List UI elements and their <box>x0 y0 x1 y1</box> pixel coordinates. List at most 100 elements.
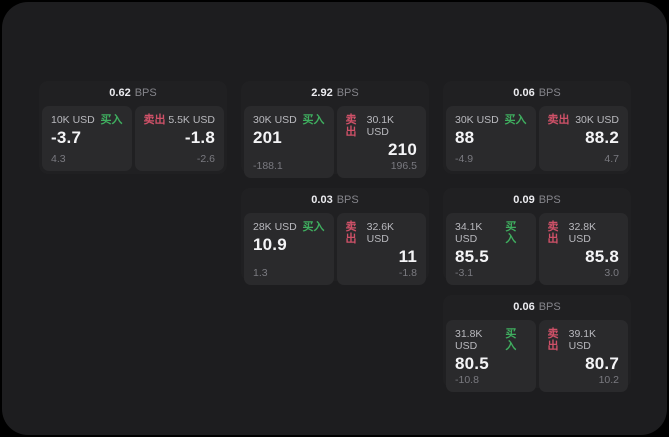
buy-price: 88 <box>455 128 475 147</box>
buy-delta: -188.1 <box>253 160 283 172</box>
buy-tile-top: 28K USD 买入 <box>253 221 325 233</box>
quote-card: 2.92 BPS 30K USD 买入 201 -188.1 卖出 30.1K … <box>241 81 429 178</box>
sell-amount: 32.6K USD <box>366 221 395 245</box>
sell-price: 11 <box>398 247 417 266</box>
sell-delta: 196.5 <box>390 160 417 172</box>
quote-card: 0.09 BPS 34.1K USD 买入 85.5 -3.1 卖出 32.8K… <box>443 188 631 285</box>
quote-body: 34.1K USD 买入 85.5 -3.1 卖出 32.8K USD 85.8… <box>446 213 628 285</box>
sell-price: 80.7 <box>585 354 619 373</box>
buy-price: -3.7 <box>51 128 82 147</box>
spread-value: 0.06 <box>513 87 535 99</box>
sell-tile-top: 卖出 39.1K USD <box>548 328 620 352</box>
quote-card: 0.62 BPS 10K USD 买入 -3.7 4.3 卖出 5.5K USD <box>39 81 227 174</box>
buy-price: 10.9 <box>253 235 287 254</box>
spread-value: 0.06 <box>513 301 535 313</box>
sell-price: -1.8 <box>184 128 215 147</box>
buy-tile[interactable]: 30K USD 买入 201 -188.1 <box>244 106 334 178</box>
quote-body: 31.8K USD 买入 80.5 -10.8 卖出 39.1K USD 80.… <box>446 320 628 392</box>
buy-delta: 1.3 <box>253 267 268 279</box>
buy-delta: -4.9 <box>455 153 474 165</box>
sell-tile-top: 卖出 30K USD <box>548 114 620 126</box>
buy-tile-top: 34.1K USD 买入 <box>455 221 527 245</box>
sell-amount: 39.1K USD <box>568 328 597 352</box>
buy-price: 201 <box>253 128 282 147</box>
buy-tile-top: 10K USD 买入 <box>51 114 123 126</box>
buy-amount: 10K USD <box>51 114 95 126</box>
buy-tile[interactable]: 28K USD 买入 10.9 1.3 <box>244 213 334 285</box>
spread-header: 2.92 BPS <box>244 81 426 106</box>
buy-side-label: 买入 <box>505 328 517 352</box>
sell-delta: -2.6 <box>196 153 215 165</box>
quote-body: 10K USD 买入 -3.7 4.3 卖出 5.5K USD -1.8 -2.… <box>42 106 224 171</box>
buy-side-label: 买入 <box>505 221 517 245</box>
spread-header: 0.62 BPS <box>42 81 224 106</box>
sell-delta: 3.0 <box>604 267 619 279</box>
buy-price: 80.5 <box>455 354 489 373</box>
buy-delta: -10.8 <box>455 374 479 386</box>
buy-tile-top: 31.8K USD 买入 <box>455 328 527 352</box>
buy-amount: 31.8K USD <box>455 328 483 352</box>
sell-tile[interactable]: 卖出 32.6K USD 11 -1.8 <box>336 213 426 285</box>
sell-tile[interactable]: 卖出 32.8K USD 85.8 3.0 <box>538 213 628 285</box>
sell-side-label: 卖出 <box>345 221 357 245</box>
buy-price: 85.5 <box>455 247 489 266</box>
sell-amount: 30K USD <box>575 114 619 126</box>
sell-amount: 5.5K USD <box>168 114 215 126</box>
bps-unit-label: BPS <box>134 87 157 99</box>
buy-tile-top: 30K USD 买入 <box>455 114 527 126</box>
sell-delta: 10.2 <box>598 374 619 386</box>
sell-tile-top: 卖出 5.5K USD <box>144 114 216 126</box>
spread-value: 0.62 <box>109 87 131 99</box>
bps-unit-label: BPS <box>538 87 561 99</box>
sell-side-label: 卖出 <box>345 114 357 138</box>
quotes-grid: 0.62 BPS 10K USD 买入 -3.7 4.3 卖出 5.5K USD <box>39 81 631 392</box>
sell-side-label: 卖出 <box>547 328 559 352</box>
buy-tile[interactable]: 30K USD 买入 88 -4.9 <box>446 106 536 171</box>
buy-side-label: 买入 <box>504 114 527 126</box>
spread-header: 0.03 BPS <box>244 188 426 213</box>
buy-tile[interactable]: 10K USD 买入 -3.7 4.3 <box>42 106 132 171</box>
sell-tile[interactable]: 卖出 30.1K USD 210 196.5 <box>336 106 426 178</box>
buy-side-label: 买入 <box>302 221 325 233</box>
sell-tile[interactable]: 卖出 5.5K USD -1.8 -2.6 <box>134 106 224 171</box>
sell-tile-top: 卖出 30.1K USD <box>346 114 418 138</box>
buy-side-label: 买入 <box>100 114 123 126</box>
buy-delta: 4.3 <box>51 153 66 165</box>
buy-amount: 30K USD <box>455 114 499 126</box>
bps-unit-label: BPS <box>538 194 561 206</box>
sell-amount: 32.8K USD <box>568 221 597 245</box>
sell-delta: 4.7 <box>604 153 619 165</box>
buy-tile[interactable]: 34.1K USD 买入 85.5 -3.1 <box>446 213 536 285</box>
spread-header: 0.06 BPS <box>446 81 628 106</box>
quote-card: 0.03 BPS 28K USD 买入 10.9 1.3 卖出 32.6K US… <box>241 188 429 285</box>
sell-tile-top: 卖出 32.8K USD <box>548 221 620 245</box>
sell-side-label: 卖出 <box>547 114 570 126</box>
sell-price: 85.8 <box>585 247 619 266</box>
sell-side-label: 卖出 <box>547 221 559 245</box>
buy-tile[interactable]: 31.8K USD 买入 80.5 -10.8 <box>446 320 536 392</box>
buy-side-label: 买入 <box>302 114 325 126</box>
spread-header: 0.06 BPS <box>446 295 628 320</box>
sell-tile[interactable]: 卖出 39.1K USD 80.7 10.2 <box>538 320 628 392</box>
quote-body: 30K USD 买入 88 -4.9 卖出 30K USD 88.2 4.7 <box>446 106 628 171</box>
sell-delta: -1.8 <box>398 267 417 279</box>
quote-card: 0.06 BPS 30K USD 买入 88 -4.9 卖出 30K USD <box>443 81 631 174</box>
bps-unit-label: BPS <box>336 87 359 99</box>
sell-tile-top: 卖出 32.6K USD <box>346 221 418 245</box>
sell-tile[interactable]: 卖出 30K USD 88.2 4.7 <box>538 106 628 171</box>
quote-body: 30K USD 买入 201 -188.1 卖出 30.1K USD 210 1… <box>244 106 426 178</box>
buy-tile-top: 30K USD 买入 <box>253 114 325 126</box>
spread-value: 2.92 <box>311 87 333 99</box>
bps-unit-label: BPS <box>336 194 359 206</box>
spread-header: 0.09 BPS <box>446 188 628 213</box>
spread-value: 0.03 <box>311 194 333 206</box>
bps-unit-label: BPS <box>538 301 561 313</box>
buy-amount: 30K USD <box>253 114 297 126</box>
sell-price: 88.2 <box>585 128 619 147</box>
buy-amount: 28K USD <box>253 221 297 233</box>
quote-card: 0.06 BPS 31.8K USD 买入 80.5 -10.8 卖出 39.1… <box>443 295 631 392</box>
buy-amount: 34.1K USD <box>455 221 483 245</box>
sell-side-label: 卖出 <box>143 114 166 126</box>
quote-body: 28K USD 买入 10.9 1.3 卖出 32.6K USD 11 -1.8 <box>244 213 426 285</box>
